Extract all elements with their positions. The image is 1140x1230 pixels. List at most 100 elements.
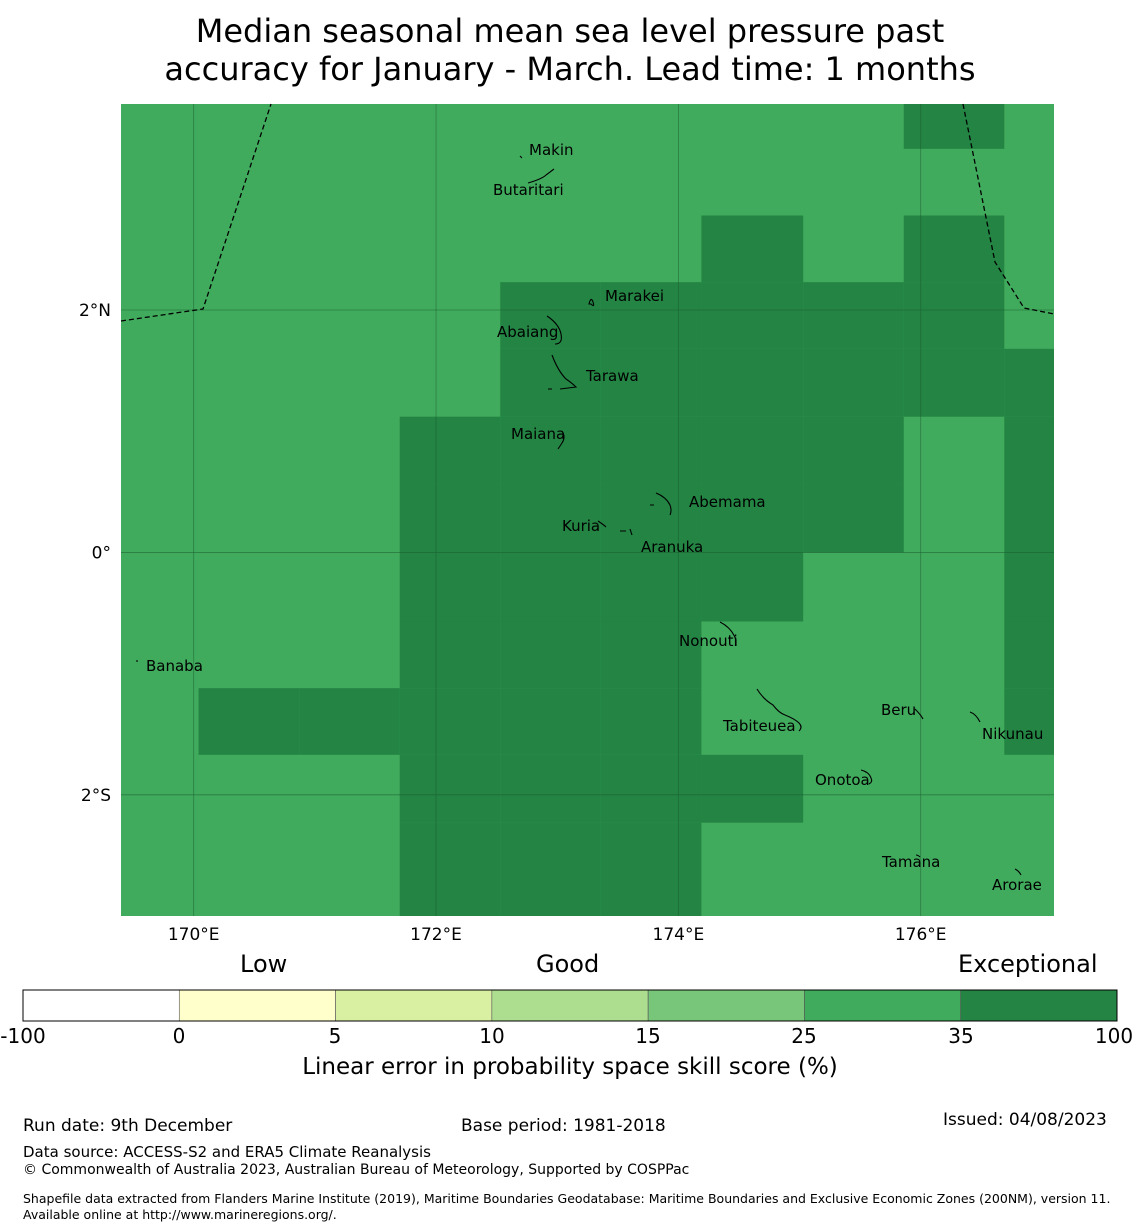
colorbar-tick: 0 [172, 1024, 186, 1048]
title-line-1: Median seasonal mean sea level pressure … [195, 12, 945, 50]
island-outline [650, 492, 672, 516]
island-label-nonouti: Nonouti [679, 632, 738, 650]
colorbar-tick: 5 [328, 1024, 342, 1048]
island-outline [597, 520, 607, 528]
map-cell-exceptional [803, 416, 904, 485]
map-cell-exceptional [1004, 621, 1054, 689]
map-cell-exceptional [701, 416, 804, 485]
island-outline [969, 711, 981, 723]
island-label-kuria: Kuria [562, 517, 600, 535]
island-label-banaba: Banaba [146, 657, 203, 675]
island-outline [588, 298, 595, 307]
island-label-tarawa: Tarawa [585, 367, 639, 385]
map-cell-exceptional [500, 484, 601, 553]
map-cell-exceptional [600, 484, 702, 553]
map-cell-exceptional [600, 754, 702, 823]
map-cell-exceptional [600, 416, 702, 485]
lon-tick-label: 174°E [653, 925, 705, 945]
island-labels: Makin Butaritari Marakei Abaiang Tarawa Maian… [146, 141, 1043, 894]
lon-tick-label: 172°E [410, 925, 462, 945]
map-gridlines [121, 104, 1054, 916]
colorbar [22, 989, 1118, 1022]
map-cell-exceptional [500, 822, 601, 916]
island-outline [557, 430, 565, 450]
island-label-maiana: Maiana [511, 425, 565, 443]
map-cell-exceptional [1004, 688, 1054, 755]
eez-boundary-lines [120, 103, 1055, 322]
map-cell-exceptional [600, 552, 702, 622]
map-cell-exceptional [399, 754, 501, 823]
map-cell-exceptional [399, 416, 501, 485]
island-label-onotoa: Onotoa [815, 771, 870, 789]
colorbar-tick: -100 [0, 1024, 46, 1048]
island-label-tamana: Tamana [881, 853, 940, 871]
colorbar-swatch [960, 989, 1118, 1022]
map-cell-exceptional [903, 348, 1005, 417]
colorbar-label: Linear error in probability space skill … [302, 1054, 838, 1080]
map-cell-exceptional [1004, 484, 1054, 553]
island-outline [914, 708, 924, 720]
island-label-aranuka: Aranuka [641, 538, 703, 556]
map-cell-exceptional [500, 552, 601, 622]
run-date: Run date: 9th December [23, 1116, 233, 1136]
colorbar-frame [22, 989, 1118, 1022]
map-cell-exceptional [903, 215, 1005, 283]
map-cell-exceptional [600, 621, 702, 689]
island-outline [860, 769, 873, 785]
island-label-marakei: Marakei [605, 287, 664, 305]
lat-tick-label: 2°S [81, 786, 111, 806]
colorbar-swatch [491, 989, 649, 1022]
map-cell-exceptional [500, 348, 601, 417]
title-line-2: accuracy for January - March. Lead time:… [164, 50, 976, 88]
eez-boundary-west [120, 103, 272, 322]
map-cell-exceptional [903, 282, 1005, 349]
island-label-beru: Beru [881, 701, 916, 719]
chart-title: Median seasonal mean sea level pressure … [0, 12, 1140, 88]
island-label-nikunau: Nikunau [982, 725, 1043, 743]
map-cell-exceptional [600, 688, 702, 755]
map-cell-exceptional [701, 215, 804, 283]
map-cell-exceptional [500, 621, 601, 689]
island-outline [1014, 868, 1022, 876]
map-cell-exceptional [600, 282, 702, 349]
lon-tick-label: 176°E [895, 925, 947, 945]
map-cell-exceptional [500, 754, 601, 823]
lon-tick-label: 170°E [168, 925, 220, 945]
map-cell-exceptional [600, 822, 702, 916]
island-outline [548, 354, 578, 390]
colorbar-category-good: Good [536, 950, 600, 978]
colorbar-category-exceptional: Exceptional [958, 950, 1098, 978]
map-cell-exceptional [399, 822, 501, 916]
map-cell-exceptional [803, 484, 904, 553]
map-cell-exceptional [198, 688, 300, 755]
lat-tick-label: 0° [92, 543, 111, 563]
map-cell-exceptional [399, 484, 501, 553]
map-cell-exceptional [399, 621, 501, 689]
island-outline [527, 168, 555, 184]
issued-date: Issued: 04/08/2023 [943, 1110, 1107, 1130]
map-cell-exceptional [500, 688, 601, 755]
colorbar-category-low: Low [240, 950, 288, 978]
colorbar-swatch [804, 989, 962, 1022]
map-cell-exceptional [500, 282, 601, 349]
colorbar-tick: 100 [1094, 1024, 1134, 1048]
map-cell-exceptional [803, 348, 904, 417]
map-cell-exceptional [701, 754, 804, 823]
colorbar-tick: 15 [635, 1024, 661, 1048]
map-cell-exceptional [903, 104, 1005, 149]
shapefile-credit: Shapefile data extracted from Flanders M… [23, 1191, 1111, 1222]
map-cell-exceptional [1004, 348, 1054, 417]
island-outline [620, 528, 633, 536]
island-label-arorae: Arorae [992, 876, 1042, 894]
copyright: © Commonwealth of Australia 2023, Austra… [23, 1162, 690, 1178]
map-cell-exceptional [1004, 552, 1054, 622]
map-cell-exceptional [701, 552, 804, 622]
island-outlines [136, 155, 1022, 876]
colorbar-tick: 25 [791, 1024, 817, 1048]
map-cell-exceptional [399, 552, 501, 622]
map-grid-cells [121, 104, 1054, 916]
island-outline [519, 155, 523, 159]
island-outline [756, 688, 802, 732]
colorbar-tick: 35 [948, 1024, 974, 1048]
